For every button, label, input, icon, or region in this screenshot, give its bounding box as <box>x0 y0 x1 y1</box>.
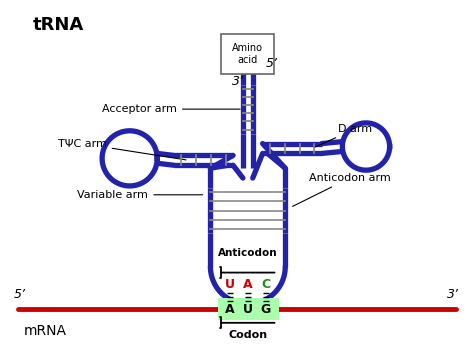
Text: D arm: D arm <box>314 124 373 147</box>
Text: Variable arm: Variable arm <box>77 190 203 200</box>
FancyBboxPatch shape <box>221 34 274 74</box>
Text: Amino
acid: Amino acid <box>232 43 264 65</box>
Text: 3’: 3’ <box>447 288 458 301</box>
Text: U: U <box>225 278 235 291</box>
Text: Anticodon: Anticodon <box>218 248 278 258</box>
Text: tRNA: tRNA <box>33 16 84 34</box>
FancyBboxPatch shape <box>219 298 279 320</box>
Text: 3’: 3’ <box>232 75 244 87</box>
Text: A: A <box>225 302 235 315</box>
Text: U: U <box>243 302 253 315</box>
Text: 5’: 5’ <box>13 288 26 301</box>
Text: A: A <box>243 278 253 291</box>
Text: mRNA: mRNA <box>23 324 66 338</box>
Text: Acceptor arm: Acceptor arm <box>102 104 240 114</box>
Text: Anticodon arm: Anticodon arm <box>292 173 391 206</box>
Text: TΨC arm: TΨC arm <box>58 139 186 160</box>
Text: Codon: Codon <box>228 330 267 340</box>
Text: G: G <box>260 302 271 315</box>
Text: C: C <box>261 278 270 291</box>
Text: 5’: 5’ <box>265 57 278 70</box>
